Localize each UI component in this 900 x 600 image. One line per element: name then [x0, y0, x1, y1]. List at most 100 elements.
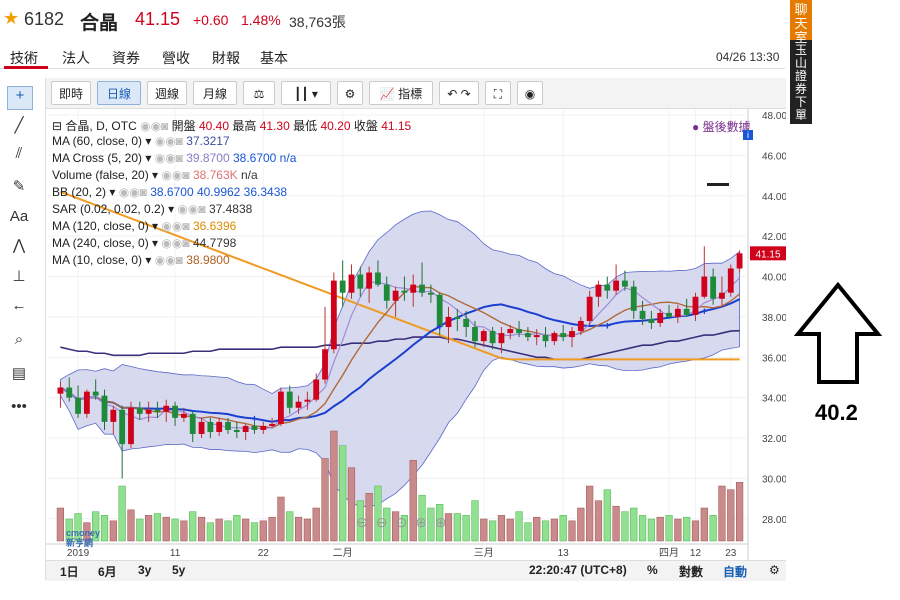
trendline-icon[interactable]: ╱ — [14, 117, 24, 134]
candle-body — [569, 331, 575, 338]
ruler-icon[interactable]: ▤ — [11, 365, 27, 382]
chat-room-button[interactable] — [790, 0, 812, 40]
range-1d[interactable]: 1日 — [60, 565, 79, 579]
range-6m[interactable]: 6月 — [98, 565, 117, 579]
candle-body — [322, 349, 328, 380]
measure-icon[interactable]: ⊥ — [12, 268, 26, 285]
indicator-legend-row[interactable]: MA Cross (5, 20) ▾ ◉◉◙ 39.8700 38.6700 n… — [52, 151, 296, 165]
tab-basic[interactable]: 基本 — [260, 50, 288, 66]
daily-button[interactable]: 日線 — [97, 81, 141, 105]
fullscreen-icon[interactable]: ⛶ — [485, 81, 511, 105]
drawing-toolbar — [0, 78, 46, 580]
indicators-button[interactable]: 📈 指標 — [369, 81, 433, 105]
volume-bar — [621, 511, 629, 542]
indicator-legend-row[interactable]: Volume (false, 20) ▾ ◉◉◙ 38.763K n/a — [52, 168, 258, 182]
back-arrow-icon[interactable]: ← — [11, 297, 27, 314]
tab-revenue[interactable]: 營收 — [162, 50, 190, 66]
tab-technical[interactable]: 技術 — [10, 50, 38, 66]
indicator-controls-icon[interactable]: ◉◉◙ — [161, 236, 193, 250]
indicator-legend-row[interactable]: SAR (0.02, 0.02, 0.2) ▾ ◉◉◙ 37.4838 — [52, 202, 252, 216]
legend-eye-icon[interactable]: ◉◉◙ — [140, 119, 169, 133]
pattern-icon[interactable]: ⋀ — [12, 237, 26, 254]
chart-nav-controls[interactable]: ⊖⊖⊙⊕⊕ — [356, 514, 455, 530]
volume-bar — [224, 520, 232, 542]
undo-redo-icon[interactable]: ↶ ↷ — [439, 81, 479, 105]
indicator-value: 39.8700 — [186, 151, 230, 165]
candle-body — [278, 391, 284, 424]
after-hours-label[interactable]: ● 盤後數據 — [692, 120, 751, 134]
indicator-label: SAR (0.02, 0.02, 0.2) ▾ — [52, 202, 178, 216]
brush-icon[interactable]: ✎ — [12, 178, 26, 195]
log-toggle[interactable]: 對數 — [679, 565, 704, 579]
indicator-controls-icon[interactable]: ◉◉◙ — [154, 134, 187, 148]
indicator-legend-row[interactable]: MA (240, close, 0) ▾ ◉◉◙ 44.7798 — [52, 236, 236, 250]
volume-bar — [683, 516, 691, 542]
range-5y[interactable]: 5y — [172, 563, 186, 577]
y-tick-label: 48.00 — [762, 111, 786, 122]
range-3y[interactable]: 3y — [138, 563, 152, 577]
volume-bar — [92, 511, 100, 542]
percent-toggle[interactable]: % — [647, 563, 658, 577]
candle-body — [163, 405, 170, 412]
stock-code: 6182 — [24, 9, 65, 29]
indicator-controls-icon[interactable]: ◉◉◙ — [118, 185, 151, 199]
close-label: 收盤 — [353, 119, 378, 133]
settings-gear-icon[interactable]: ⚙ — [337, 81, 363, 105]
text-icon[interactable]: Aa — [9, 208, 29, 225]
candle-body — [666, 312, 672, 317]
open-value: 40.40 — [199, 119, 230, 133]
volume-bar — [638, 515, 647, 542]
monthly-button[interactable]: 月線 — [193, 81, 237, 105]
clock-time: 22:20:47 (UTC+8) — [529, 563, 627, 577]
volume-bar — [603, 489, 611, 542]
volume-bar — [286, 511, 294, 542]
indicator-controls-icon[interactable]: ◉◉◙ — [161, 168, 193, 182]
order-button-label[interactable]: 玉山證券下單 — [794, 43, 807, 122]
tab-institutional[interactable]: 法人 — [62, 50, 90, 66]
volume-bar — [691, 520, 700, 542]
indicator-legend-row[interactable]: MA (120, close, 0) ▾ ◉◉◙ 36.6396 — [52, 219, 236, 233]
more-icon[interactable]: ••• — [11, 398, 27, 415]
indicator-controls-icon[interactable]: ◉◉◙ — [154, 253, 187, 267]
legend-collapse-icon[interactable]: ⊟ — [52, 119, 63, 133]
volume-total: 38,763張 — [289, 14, 346, 30]
candle-body — [339, 280, 346, 293]
tab-financials[interactable]: 財報 — [212, 50, 240, 66]
indicator-controls-icon[interactable]: ◉◉◙ — [161, 219, 193, 233]
fib-icon[interactable]: ⫽ — [15, 145, 23, 162]
volume-bar — [400, 515, 409, 542]
tab-margin[interactable]: 資券 — [112, 50, 140, 66]
after-hours-text: 盤後數據 — [702, 120, 751, 134]
indicator-legend-row[interactable]: BB (20, 2) ▾ ◉◉◙ 38.6700 40.9962 36.3438 — [52, 185, 287, 199]
x-tick-label: 三月 — [474, 547, 494, 559]
candle-body — [719, 292, 725, 299]
price-chart[interactable]: 48.00 46.00 44.00 42.00 40.00 38.00 36.00 34.00… — [46, 109, 786, 579]
volume-bar — [127, 509, 135, 542]
info-icon[interactable]: i — [743, 130, 753, 140]
volume-bar — [727, 489, 735, 542]
chat-room-label: 聊天室 — [794, 2, 808, 45]
compare-icon[interactable]: ⚖ — [243, 81, 275, 105]
candle-type-icon[interactable]: ┃┃ ▾ — [281, 81, 331, 105]
candle-body — [119, 409, 126, 445]
indicators-icon: 📈 — [379, 87, 395, 101]
y-tick-label: 40.00 — [762, 273, 786, 284]
realtime-button[interactable]: 即時 — [51, 81, 91, 105]
crosshair-icon[interactable]: + — [7, 86, 33, 110]
indicator-controls-icon[interactable]: ◉◉◙ — [154, 151, 187, 165]
indicator-legend-row[interactable]: MA (60, close, 0) ▾ ◉◉◙ 37.3217 — [52, 134, 230, 148]
candle-body — [648, 318, 655, 323]
camera-icon[interactable]: ◉ — [517, 81, 543, 105]
candle-body — [313, 379, 320, 400]
indicator-controls-icon[interactable]: ◉◉◙ — [177, 202, 209, 216]
volume-bar — [365, 493, 373, 542]
x-tick-label: 13 — [558, 548, 570, 559]
open-label: 開盤 — [171, 119, 196, 133]
candle-body — [366, 272, 373, 289]
settings-small-icon[interactable]: ⚙ — [769, 563, 780, 577]
favorite-star-icon[interactable]: ★ — [3, 8, 20, 28]
indicator-legend-row[interactable]: MA (10, close, 0) ▾ ◉◉◙ 38.9800 — [52, 253, 230, 267]
weekly-button[interactable]: 週線 — [147, 81, 187, 105]
auto-toggle[interactable]: 自動 — [723, 565, 748, 579]
zoom-icon[interactable]: ⌕ — [14, 331, 24, 348]
